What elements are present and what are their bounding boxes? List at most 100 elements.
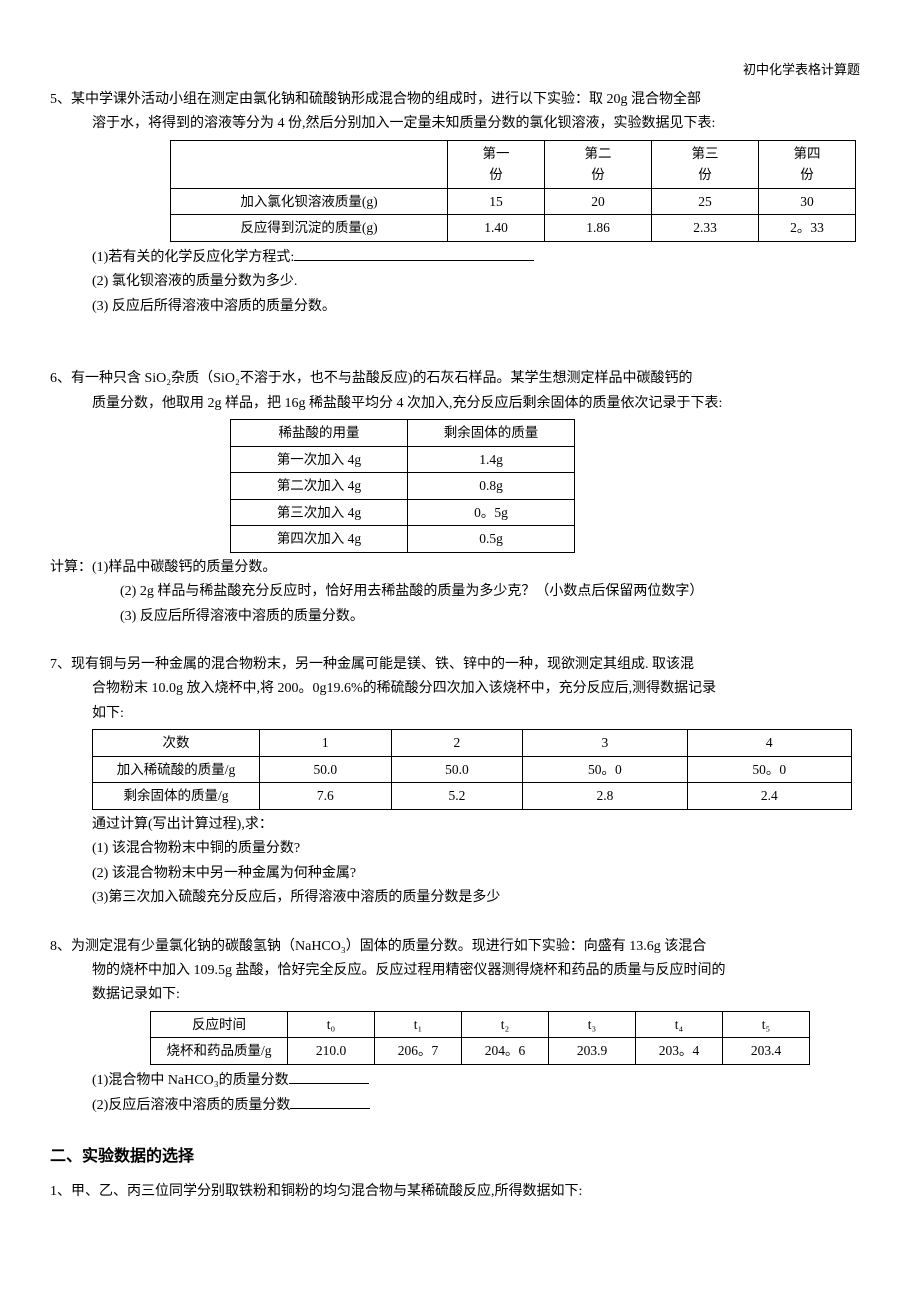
table-row: 稀盐酸的用量 剩余固体的质量 xyxy=(231,419,575,446)
cell-header: 反应时间 xyxy=(151,1011,288,1038)
cell-header: 剩余固体的质量 xyxy=(408,419,575,446)
q7-num: 7、 xyxy=(50,657,71,672)
q7-line1: 现有铜与另一种金属的混合物粉末，另一种金属可能是镁、铁、锌中的一种，现欲测定其组… xyxy=(71,657,694,672)
cell-label: 第一次加入 4g xyxy=(231,446,408,473)
cell-header: t₂ xyxy=(462,1011,549,1038)
table-row: 第一次加入 4g 1.4g xyxy=(231,446,575,473)
cell-value: 0。5g xyxy=(408,499,575,526)
cell-value: 2.33 xyxy=(652,215,759,242)
cell-value: 210.0 xyxy=(288,1038,375,1065)
blank-line xyxy=(290,1094,370,1109)
question-8: 8、为测定混有少量氯化钠的碳酸氢钠（NaHCO₃）固体的质量分数。现进行如下实验… xyxy=(50,936,870,1118)
q6-sub3: (3) 反应后所得溶液中溶质的质量分数。 xyxy=(50,606,870,628)
q8-line2: 物的烧杯中加入 109.5g 盐酸，恰好完全反应。反应过程用精密仪器测得烧杯和药… xyxy=(50,960,870,982)
q5-num: 5、 xyxy=(50,92,71,107)
q8-line3: 数据记录如下: xyxy=(50,984,870,1006)
table-row: 次数 1 2 3 4 xyxy=(93,730,852,757)
cell-blank xyxy=(171,140,448,188)
cell-value: 203.4 xyxy=(723,1038,810,1065)
q7-after: 通过计算(写出计算过程),求： xyxy=(50,814,870,836)
q8-sub1: (1)混合物中 NaHCO₃的质量分数 xyxy=(50,1069,870,1092)
q5-sub3: (3) 反应后所得溶液中溶质的质量分数。 xyxy=(50,296,870,318)
cell-value: 7.6 xyxy=(260,783,392,810)
question-5: 5、某中学课外活动小组在测定由氯化钠和硫酸钠形成混合物的组成时，进行以下实验：取… xyxy=(50,89,870,318)
cell-label: 第二次加入 4g xyxy=(231,473,408,500)
cell-header: 2 xyxy=(391,730,523,757)
q6-line1: 有一种只含 SiO₂杂质（SiO₂不溶于水，也不与盐酸反应)的石灰石样品。某学生… xyxy=(71,371,693,386)
s2-q1-text: 1、甲、乙、丙三位同学分别取铁粉和铜粉的均匀混合物与某稀硫酸反应,所得数据如下: xyxy=(50,1181,870,1203)
q7-line2: 合物粉末 10.0g 放入烧杯中,将 200。0g19.6%的稀硫酸分四次加入该… xyxy=(50,678,870,700)
question-6: 6、有一种只含 SiO₂杂质（SiO₂不溶于水，也不与盐酸反应)的石灰石样品。某… xyxy=(50,368,870,628)
q6-precalc: 计算：(1)样品中碳酸钙的质量分数。 xyxy=(50,557,870,579)
cell-value: 0.8g xyxy=(408,473,575,500)
cell-value: 1.40 xyxy=(448,215,545,242)
q7-sub3: (3)第三次加入硫酸充分反应后，所得溶液中溶质的质量分数是多少 xyxy=(50,887,870,909)
q6-text: 6、有一种只含 SiO₂杂质（SiO₂不溶于水，也不与盐酸反应)的石灰石样品。某… xyxy=(50,368,870,390)
table-row: 第四次加入 4g 0.5g xyxy=(231,526,575,553)
table-row: 反应时间 t₀ t₁ t₂ t₃ t₄ t₅ xyxy=(151,1011,810,1038)
cell-value: 204。6 xyxy=(462,1038,549,1065)
q7-sub2: (2) 该混合物粉末中另一种金属为何种金属? xyxy=(50,863,870,885)
cell-label: 烧杯和药品质量/g xyxy=(151,1038,288,1065)
q8-text: 8、为测定混有少量氯化钠的碳酸氢钠（NaHCO₃）固体的质量分数。现进行如下实验… xyxy=(50,936,870,958)
cell-header: t₄ xyxy=(636,1011,723,1038)
blank-line xyxy=(294,246,534,261)
cell-value: 2.4 xyxy=(687,783,851,810)
q5-line1: 某中学课外活动小组在测定由氯化钠和硫酸钠形成混合物的组成时，进行以下实验：取 2… xyxy=(71,92,701,107)
q7-sub1: (1) 该混合物粉末中铜的质量分数? xyxy=(50,838,870,860)
cell-value: 15 xyxy=(448,188,545,215)
cell-value: 206。7 xyxy=(375,1038,462,1065)
cell-header: t₅ xyxy=(723,1011,810,1038)
cell-header: 1 xyxy=(260,730,392,757)
cell-header: 次数 xyxy=(93,730,260,757)
s2-q1-num: 1、 xyxy=(50,1184,71,1199)
cell-value: 0.5g xyxy=(408,526,575,553)
q6-line2: 质量分数，他取用 2g 样品，把 16g 稀盐酸平均分 4 次加入,充分反应后剩… xyxy=(50,393,870,415)
cell-value: 203。4 xyxy=(636,1038,723,1065)
cell-header: 3 xyxy=(523,730,687,757)
table-row: 第二次加入 4g 0.8g xyxy=(231,473,575,500)
cell-header: 4 xyxy=(687,730,851,757)
table-row: 加入氯化钡溶液质量(g) 15 20 25 30 xyxy=(171,188,856,215)
section2-q1: 1、甲、乙、丙三位同学分别取铁粉和铜粉的均匀混合物与某稀硫酸反应,所得数据如下: xyxy=(50,1181,870,1203)
cell-value: 50.0 xyxy=(391,756,523,783)
q8-table: 反应时间 t₀ t₁ t₂ t₃ t₄ t₅ 烧杯和药品质量/g 210.0 2… xyxy=(150,1011,810,1065)
cell-header: 第四份 xyxy=(759,140,856,188)
q5-table: 第一份 第二份 第三份 第四份 加入氯化钡溶液质量(g) 15 20 25 30… xyxy=(170,140,856,242)
q5-sub1-text: (1)若有关的化学反应化学方程式: xyxy=(92,250,294,265)
question-7: 7、现有铜与另一种金属的混合物粉末，另一种金属可能是镁、铁、锌中的一种，现欲测定… xyxy=(50,654,870,910)
q8-sub1-text: (1)混合物中 NaHCO₃的质量分数 xyxy=(92,1073,289,1088)
s2-q1-line: 甲、乙、丙三位同学分别取铁粉和铜粉的均匀混合物与某稀硫酸反应,所得数据如下: xyxy=(71,1184,582,1199)
cell-value: 50。0 xyxy=(523,756,687,783)
blank-line xyxy=(289,1069,369,1084)
page-header: 初中化学表格计算题 xyxy=(50,60,870,81)
cell-value: 203.9 xyxy=(549,1038,636,1065)
q5-text: 5、某中学课外活动小组在测定由氯化钠和硫酸钠形成混合物的组成时，进行以下实验：取… xyxy=(50,89,870,111)
cell-value: 1.4g xyxy=(408,446,575,473)
cell-value: 1.86 xyxy=(545,215,652,242)
table-row: 第一份 第二份 第三份 第四份 xyxy=(171,140,856,188)
q8-sub2: (2)反应后溶液中溶质的质量分数 xyxy=(50,1094,870,1117)
cell-value: 25 xyxy=(652,188,759,215)
cell-header: 第三份 xyxy=(652,140,759,188)
table-row: 加入稀硫酸的质量/g 50.0 50.0 50。0 50。0 xyxy=(93,756,852,783)
cell-value: 20 xyxy=(545,188,652,215)
q7-text: 7、现有铜与另一种金属的混合物粉末，另一种金属可能是镁、铁、锌中的一种，现欲测定… xyxy=(50,654,870,676)
table-row: 烧杯和药品质量/g 210.0 206。7 204。6 203.9 203。4 … xyxy=(151,1038,810,1065)
cell-value: 2。33 xyxy=(759,215,856,242)
cell-header: t₃ xyxy=(549,1011,636,1038)
cell-value: 50。0 xyxy=(687,756,851,783)
cell-header: 第一份 xyxy=(448,140,545,188)
q6-table: 稀盐酸的用量 剩余固体的质量 第一次加入 4g 1.4g 第二次加入 4g 0.… xyxy=(230,419,575,553)
cell-value: 2.8 xyxy=(523,783,687,810)
q8-line1: 为测定混有少量氯化钠的碳酸氢钠（NaHCO₃）固体的质量分数。现进行如下实验：向… xyxy=(71,939,706,954)
cell-label: 第四次加入 4g xyxy=(231,526,408,553)
cell-label: 加入稀硫酸的质量/g xyxy=(93,756,260,783)
cell-header: 稀盐酸的用量 xyxy=(231,419,408,446)
cell-label: 反应得到沉淀的质量(g) xyxy=(171,215,448,242)
cell-value: 5.2 xyxy=(391,783,523,810)
q8-num: 8、 xyxy=(50,939,71,954)
cell-label: 第三次加入 4g xyxy=(231,499,408,526)
table-row: 剩余固体的质量/g 7.6 5.2 2.8 2.4 xyxy=(93,783,852,810)
q5-sub1: (1)若有关的化学反应化学方程式: xyxy=(50,246,870,269)
